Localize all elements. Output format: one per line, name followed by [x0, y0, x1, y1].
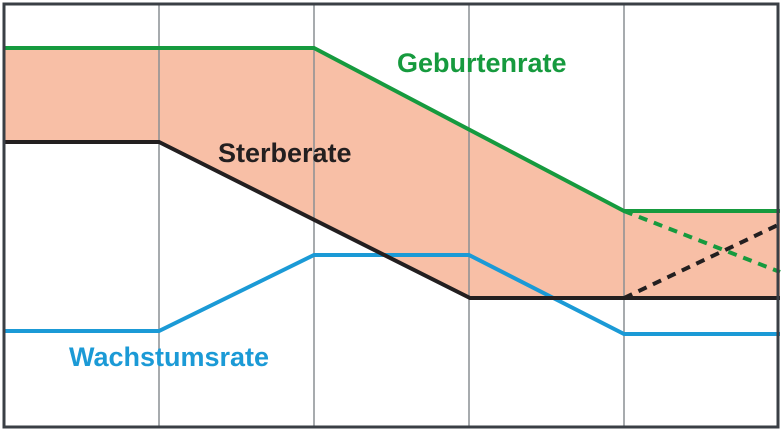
birth-rate-dashed-projection — [623, 209, 781, 274]
birth-rate-label: Geburtenrate — [397, 48, 567, 78]
population-growth-band — [4, 48, 780, 298]
growth-rate-line — [4, 253, 780, 336]
death-rate-label: Sterberate — [218, 138, 352, 168]
birth-rate-line — [4, 46, 780, 213]
phase-dividers — [158, 4, 625, 427]
death-rate-dashed-projection — [623, 222, 781, 300]
growth-rate-label: Wachstumsrate — [69, 342, 269, 372]
